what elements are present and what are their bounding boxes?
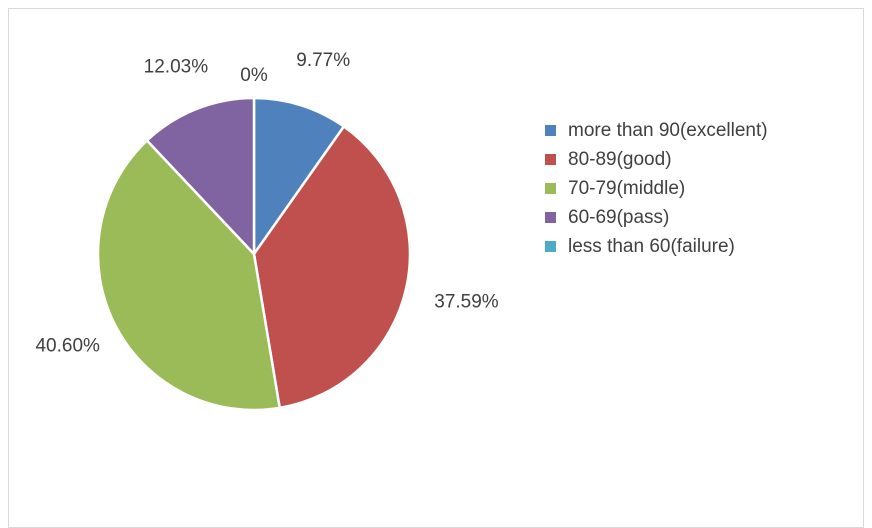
pie-slice-pass (145, 96, 256, 256)
legend-swatch-failure (545, 241, 556, 252)
data-label-pass: 12.03% (144, 56, 209, 77)
pie-slice-middle (96, 139, 281, 412)
legend-item-middle: 70-79(middle) (545, 174, 768, 203)
pie-slice-good (252, 125, 412, 410)
legend-swatch-excellent (545, 125, 556, 136)
data-label-excellent: 9.77% (296, 50, 350, 71)
legend: more than 90(excellent) 80-89(good) 70-7… (545, 116, 768, 261)
data-label-good: 37.59% (434, 292, 499, 313)
legend-swatch-good (545, 154, 556, 165)
legend-item-good: 80-89(good) (545, 145, 768, 174)
data-label-middle: 40.60% (35, 336, 100, 357)
data-label-failure: 0% (240, 65, 268, 86)
legend-label-middle: 70-79(middle) (568, 177, 686, 199)
legend-label-excellent: more than 90(excellent) (568, 119, 768, 141)
legend-item-failure: less than 60(failure) (545, 232, 768, 261)
legend-swatch-middle (545, 183, 556, 194)
legend-label-failure: less than 60(failure) (568, 235, 735, 257)
legend-item-excellent: more than 90(excellent) (545, 116, 768, 145)
pie-slice-excellent (252, 96, 346, 256)
legend-label-good: 80-89(good) (568, 148, 672, 170)
legend-item-pass: 60-69(pass) (545, 203, 768, 232)
legend-label-pass: 60-69(pass) (568, 206, 670, 228)
legend-swatch-pass (545, 212, 556, 223)
